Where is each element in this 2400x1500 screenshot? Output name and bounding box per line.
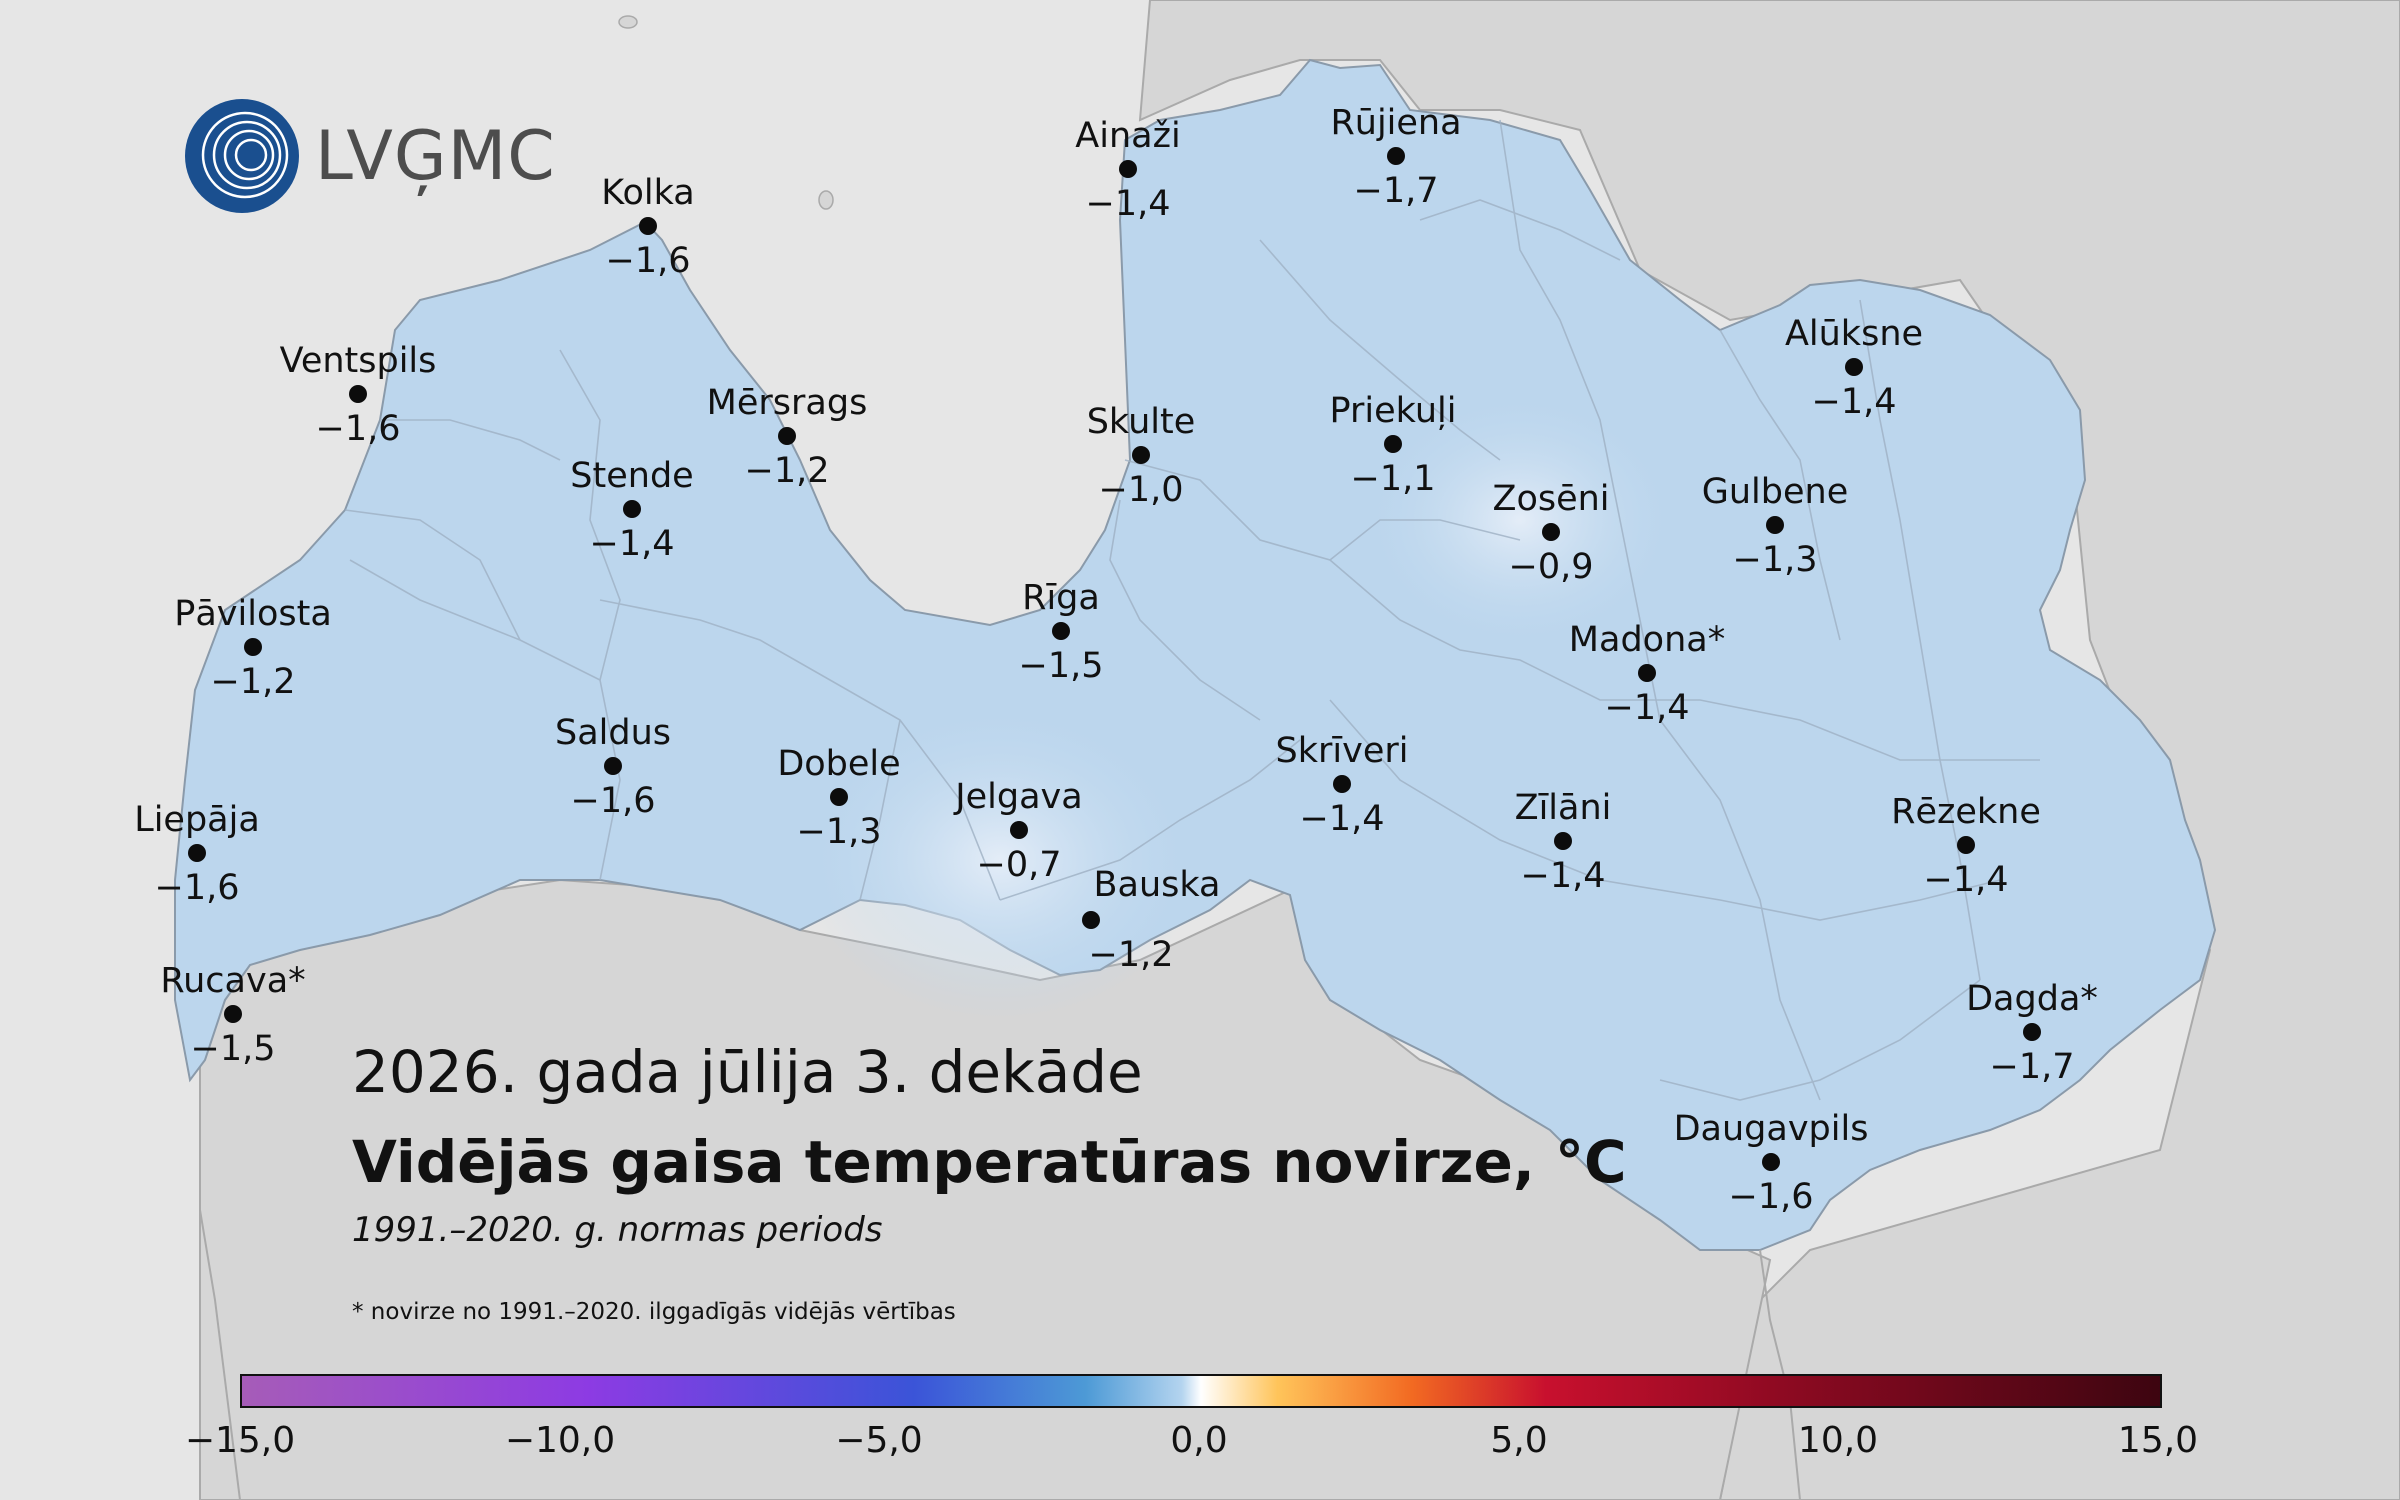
station-marker [1119,160,1137,178]
station-name: Priekuļi [1329,391,1457,431]
station-marker [1638,664,1656,682]
station-marker [1384,435,1402,453]
station-name: Liepāja [134,800,260,840]
station-value: −1,2 [1088,935,1174,975]
island [818,190,834,210]
station-marker [1333,775,1351,793]
station-name: Skrīveri [1275,731,1409,771]
station-value: −1,5 [1018,646,1104,686]
station-marker [188,844,206,862]
station-marker [1845,358,1863,376]
station-name: Stende [570,456,694,496]
station-marker [1052,622,1070,640]
station-value: −1,7 [1989,1047,2075,1087]
station-value: −1,6 [1728,1177,1814,1217]
station-marker [1542,523,1560,541]
warm-anomaly-center [800,700,1200,1020]
station-marker [1957,836,1975,854]
station-value: −1,4 [1520,856,1606,896]
station-value: −1,6 [605,241,691,281]
station-value: −1,2 [210,662,296,702]
station-marker [1082,911,1100,929]
color-scale-bar [240,1374,2162,1408]
station-value: −1,2 [744,451,830,491]
station-name: Alūksne [1784,314,1924,354]
colorbar-tick: −15,0 [184,1420,296,1461]
station-value: −1,1 [1350,459,1436,499]
station-value: −0,9 [1508,547,1594,587]
station-name: Rūjiena [1330,103,1462,143]
warm-anomaly-east [1360,390,1680,650]
station-value: −1,5 [190,1029,276,1069]
station-name: Madona* [1568,620,1726,660]
station-marker [604,757,622,775]
island [618,15,638,29]
station-name: Bauska [1093,865,1221,905]
station-name: Kolka [601,173,695,213]
station-name: Mērsrags [706,383,868,423]
curonian-spit [199,1209,241,1500]
municipal-borders [344,119,2040,1101]
station-name: Ainaži [1075,116,1181,156]
colorbar-tick: −5,0 [835,1420,923,1461]
station-marker [830,788,848,806]
station-name: Dagda* [1966,979,2098,1019]
station-value: −1,4 [1604,688,1690,728]
station-name: Rucava* [160,961,306,1001]
station-value: −1,3 [796,812,882,852]
station-marker [2023,1023,2041,1041]
station-name: Daugavpils [1673,1109,1869,1149]
station-value: −1,6 [570,781,656,821]
station-marker [639,217,657,235]
station-value: −1,7 [1353,171,1439,211]
station-value: −1,4 [589,524,675,564]
station-name: Zīlāni [1514,788,1612,828]
station-marker [1554,832,1572,850]
station-name: Rīga [1022,578,1100,618]
station-marker [1387,147,1405,165]
station-marker [778,427,796,445]
lvgmc-logo: LVĢMC [183,97,556,215]
station-value: −1,6 [315,409,401,449]
station-marker [224,1005,242,1023]
map-title: Vidējās gaisa temperatūras novirze, °C [352,1128,1627,1196]
logo-text: LVĢMC [315,116,556,196]
colorbar-tick: −10,0 [504,1420,616,1461]
station-name: Gulbene [1701,472,1849,512]
station-value: −0,7 [976,845,1062,885]
station-name: Skulte [1086,402,1196,442]
station-value: −1,3 [1732,540,1818,580]
colorbar-tick: 5,0 [1490,1420,1548,1461]
station-marker [244,638,262,656]
country-border-south [1759,1249,1801,1500]
station-marker [349,385,367,403]
colorbar-tick: 15,0 [2117,1420,2199,1461]
station-value: −1,4 [1811,382,1897,422]
station-name: Pāvilosta [174,594,332,634]
station-marker [1010,821,1028,839]
station-name: Zosēni [1492,479,1610,519]
colorbar-tick: 0,0 [1170,1420,1228,1461]
station-marker [623,500,641,518]
station-marker [1762,1153,1780,1171]
station-name: Ventspils [279,341,437,381]
period-title: 2026. gada jūlija 3. dekāde [352,1038,1143,1106]
station-value: −1,0 [1098,470,1184,510]
station-marker [1132,446,1150,464]
footnote: * novirze no 1991.–2020. ilggadīgās vidē… [352,1299,956,1325]
station-name: Jelgava [955,777,1083,817]
station-value: −1,4 [1299,799,1385,839]
station-value: −1,4 [1085,184,1171,224]
station-name: Saldus [554,713,672,753]
station-value: −1,4 [1923,860,2009,900]
station-value: −1,6 [154,868,240,908]
station-marker [1766,516,1784,534]
station-name: Dobele [777,744,901,784]
map-subtitle: 1991.–2020. g. normas periods [352,1210,883,1250]
colorbar-tick: 10,0 [1797,1420,1879,1461]
station-name: Rēzekne [1891,792,2041,832]
lvgmc-logo-icon [185,99,299,213]
